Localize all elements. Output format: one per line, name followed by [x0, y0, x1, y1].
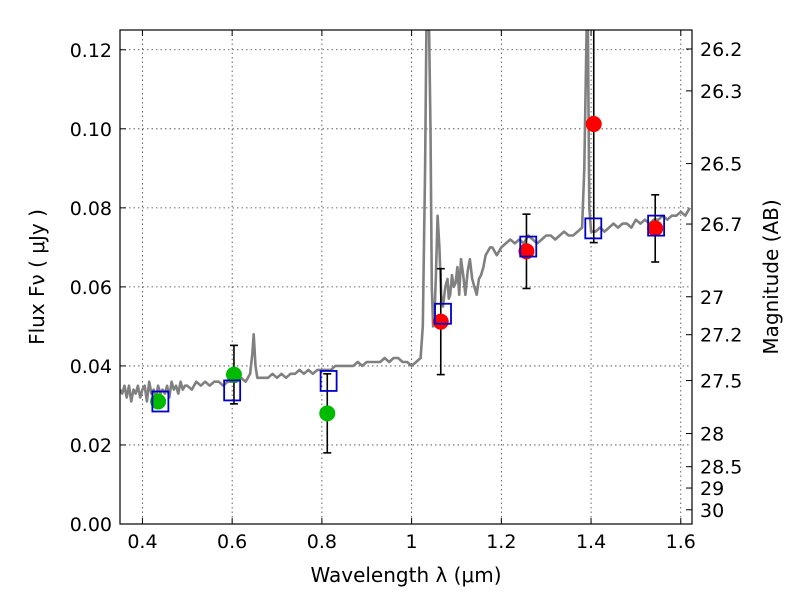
mag-tick-label: 26.3 [700, 81, 742, 103]
x-tick-label: 1 [406, 531, 418, 553]
x-tick-label: 1.2 [486, 531, 516, 553]
y-axis-right-label: Magnitude (AB) [759, 199, 783, 354]
y-axis-label: Flux Fν ( μJy ) [25, 209, 49, 345]
model-square-marker [584, 217, 603, 240]
mag-tick-label: 26.7 [700, 214, 742, 236]
mag-tick-label: 28 [700, 423, 724, 445]
x-tick-label: 0.6 [217, 531, 247, 553]
y-tick-label: 0.02 [70, 435, 112, 457]
data-point [647, 220, 664, 237]
data-point [225, 366, 242, 383]
mag-tick-label: 27 [700, 287, 724, 309]
y-tick-label: 0.06 [70, 277, 112, 299]
mag-tick-label: 30 [700, 500, 724, 522]
x-axis-label: Wavelength λ (μm) [310, 563, 501, 587]
model-square-marker [223, 379, 242, 402]
data-point [585, 116, 602, 133]
y-tick-label: 0.08 [70, 198, 112, 220]
data-point [319, 405, 336, 422]
data-marks [120, 30, 691, 454]
model-square-marker [151, 390, 170, 413]
axis-ticks: 0.4 0.6 0.8 1 1.2 1.4 1.6 0.00 0.02 0.04 0.06 0.08 0… [70, 30, 742, 553]
y-tick-label: 0.10 [70, 119, 112, 141]
y-tick-label: 0.00 [70, 514, 112, 536]
plot-frame [119, 29, 693, 525]
y-tick-label: 0.12 [70, 40, 112, 62]
model-square-marker [434, 302, 452, 325]
mag-tick-label: 29 [700, 478, 724, 500]
mag-tick-label: 28.5 [700, 457, 742, 479]
grid-lines [120, 30, 692, 524]
x-tick-label: 0.4 [127, 531, 157, 553]
data-point [432, 313, 449, 330]
mag-tick-label: 26.2 [700, 39, 742, 61]
x-tick-label: 1.6 [666, 531, 696, 553]
data-point [518, 243, 535, 260]
mag-tick-label: 27.5 [700, 371, 742, 393]
mag-tick-label: 26.5 [700, 154, 742, 176]
data-point [150, 393, 167, 410]
mag-tick-label: 27.2 [700, 325, 742, 347]
y-tick-label: 0.04 [70, 356, 112, 378]
model-square-marker [519, 235, 538, 258]
x-tick-label: 0.8 [307, 531, 337, 553]
spectrum-line [120, 30, 691, 403]
x-tick-label: 1.4 [576, 531, 606, 553]
model-square-marker [647, 214, 666, 237]
model-square-marker [319, 370, 338, 392]
